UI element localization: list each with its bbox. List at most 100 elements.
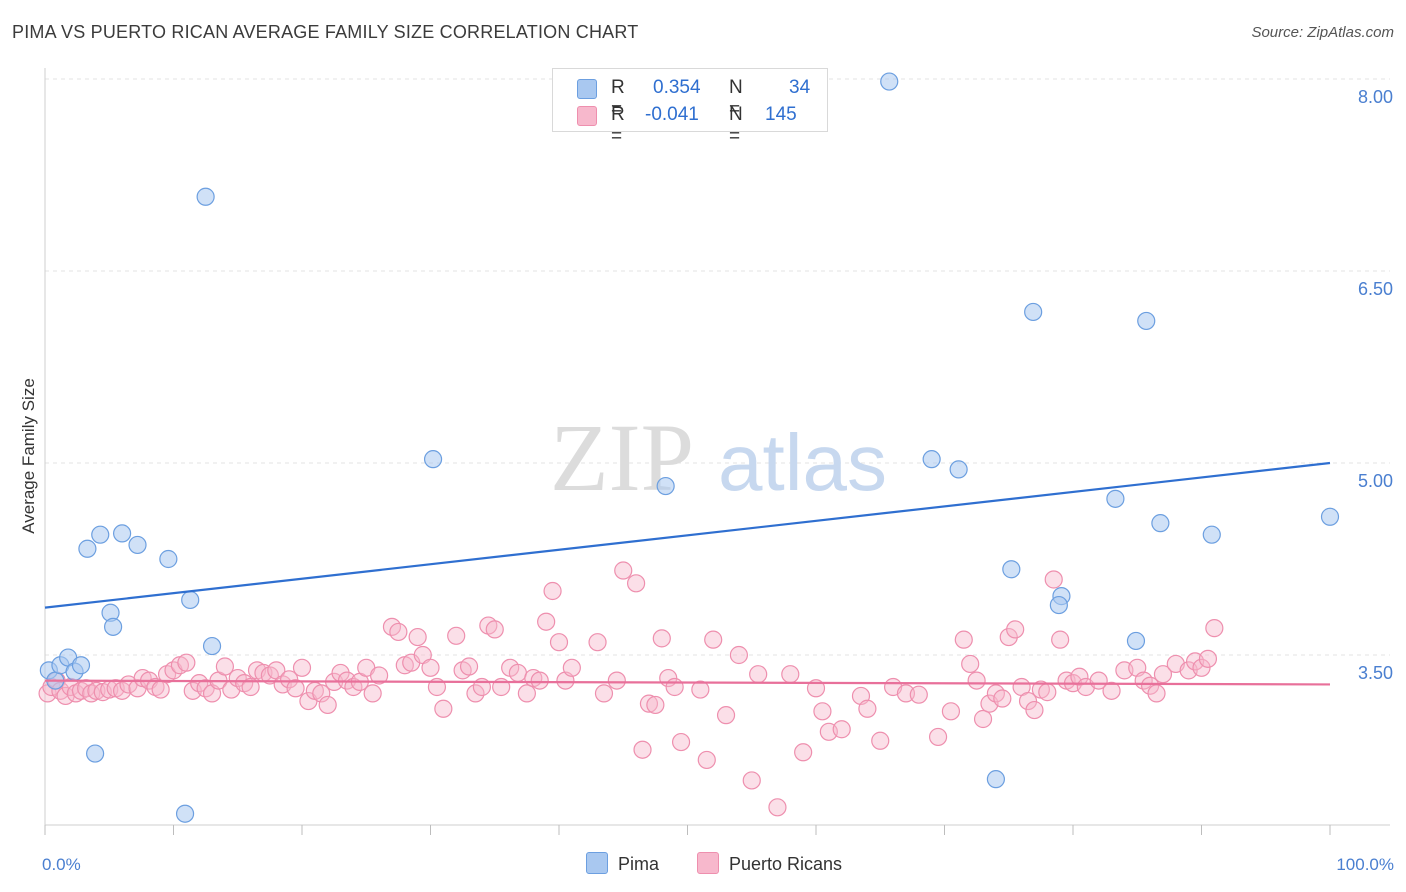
- data-point-puerto-ricans: [671, 732, 691, 752]
- data-point-puerto-ricans: [594, 684, 614, 703]
- trend-lines: [44, 461, 1331, 686]
- data-point-puerto-ricans: [562, 658, 581, 677]
- watermark-zip: ZIP: [550, 404, 694, 511]
- data-point-puerto-ricans: [832, 720, 851, 739]
- data-point-puerto-ricans: [1051, 630, 1070, 649]
- data-point-puerto-ricans: [517, 684, 536, 703]
- y-tick-label: 3.50: [1358, 663, 1393, 683]
- data-point-pima: [159, 549, 178, 569]
- data-point-pima: [1126, 631, 1146, 651]
- legend: R = 0.354 N = 34 R = -0.041 N = 145: [552, 68, 828, 147]
- data-point-puerto-ricans: [1205, 619, 1224, 638]
- data-point-puerto-ricans: [434, 699, 453, 718]
- data-point-puerto-ricans: [639, 694, 659, 713]
- data-point-puerto-ricans: [954, 630, 973, 649]
- legend-r-value: -0.041: [645, 104, 699, 125]
- data-point-pima: [181, 590, 200, 610]
- data-point-puerto-ricans: [151, 680, 170, 699]
- trend-line-pima: [44, 461, 1331, 609]
- data-point-pima: [104, 617, 123, 636]
- bottom-legend-swatch-pr: [697, 852, 719, 874]
- legend-r-label: R =: [611, 77, 625, 120]
- y-axis-label: Average Family Size: [19, 378, 38, 534]
- data-point-puerto-ricans: [806, 679, 826, 698]
- data-point-puerto-ricans: [813, 702, 832, 721]
- data-point-puerto-ricans: [626, 574, 646, 593]
- bottom-legend-label-pima: Pima: [618, 854, 660, 874]
- data-point-pima: [1137, 311, 1156, 331]
- y-tick-label: 6.50: [1358, 279, 1393, 299]
- data-point-puerto-ricans: [1025, 700, 1044, 720]
- data-point-puerto-ricans: [312, 684, 331, 703]
- data-point-pima: [1320, 507, 1340, 526]
- data-point-puerto-ricans: [1006, 620, 1025, 639]
- data-point-puerto-ricans: [614, 561, 633, 580]
- legend-n-label: N =: [729, 77, 743, 120]
- x-tick-label: 0.0%: [42, 855, 81, 874]
- bottom-legend-pr: Puerto Ricans: [697, 852, 842, 875]
- data-point-puerto-ricans: [749, 665, 768, 684]
- data-point-puerto-ricans: [408, 627, 427, 647]
- data-point-puerto-ricans: [421, 658, 440, 677]
- data-point-puerto-ricans: [459, 657, 479, 676]
- data-point-puerto-ricans: [508, 663, 527, 683]
- data-point-puerto-ricans: [1147, 684, 1166, 703]
- data-point-puerto-ricans: [1070, 667, 1089, 686]
- y-tick-labels: 8.00 6.50 5.00 3.50: [1358, 87, 1393, 683]
- data-point-puerto-ricans: [871, 731, 890, 750]
- data-point-puerto-ricans: [607, 671, 626, 690]
- series-puerto-ricans: [38, 561, 1224, 817]
- grid-lines: [45, 78, 1390, 656]
- data-point-puerto-ricans: [280, 670, 299, 689]
- data-point-puerto-ricans: [588, 633, 607, 652]
- data-point-puerto-ricans: [909, 685, 928, 704]
- data-point-pima: [1151, 514, 1170, 533]
- data-point-puerto-ricans: [370, 666, 389, 685]
- y-tick-label: 8.00: [1358, 87, 1393, 107]
- legend-r-value: 0.354: [653, 77, 701, 98]
- data-point-pima: [986, 770, 1006, 789]
- data-point-puerto-ricans: [691, 680, 710, 699]
- data-point-pima: [112, 524, 132, 543]
- legend-swatch-pr: [577, 106, 597, 126]
- data-point-puerto-ricans: [716, 706, 736, 725]
- x-tick-labels: 0.0% 100.0%: [42, 855, 1394, 874]
- data-point-puerto-ricans: [1044, 570, 1063, 589]
- series-pima: [39, 72, 1340, 823]
- data-point-puerto-ricans: [742, 771, 761, 790]
- data-point-pima: [1106, 489, 1125, 508]
- data-point-pima: [656, 476, 675, 496]
- legend-n-value: 145: [765, 104, 797, 125]
- data-point-puerto-ricans: [1018, 691, 1038, 711]
- data-point-puerto-ricans: [697, 750, 716, 770]
- data-point-puerto-ricans: [967, 671, 986, 690]
- data-point-puerto-ricans: [549, 633, 569, 652]
- data-point-puerto-ricans: [928, 727, 948, 747]
- trend-line-puerto-ricans: [44, 679, 1331, 686]
- data-point-puerto-ricans: [1192, 658, 1211, 677]
- data-point-pima: [71, 656, 91, 675]
- bottom-legend-pima: Pima: [586, 852, 659, 875]
- data-point-pima: [1049, 595, 1068, 615]
- data-point-puerto-ricans: [318, 695, 337, 715]
- chart-source: Source: ZipAtlas.com: [1251, 24, 1394, 41]
- data-point-puerto-ricans: [973, 709, 993, 729]
- bottom-legend-swatch-pima: [586, 852, 608, 874]
- x-tick-label: 100.0%: [1336, 855, 1394, 874]
- data-point-puerto-ricans: [633, 740, 652, 759]
- data-point-puerto-ricans: [665, 677, 684, 697]
- data-point-puerto-ricans: [530, 671, 549, 690]
- data-point-puerto-ricans: [286, 679, 305, 698]
- data-point-pima: [202, 636, 222, 656]
- data-point-pima: [1002, 560, 1021, 579]
- data-point-puerto-ricans: [794, 743, 813, 762]
- data-point-pima: [949, 460, 968, 479]
- data-point-pima: [78, 539, 97, 558]
- data-point-puerto-ricans: [485, 620, 504, 639]
- data-point-puerto-ricans: [1153, 665, 1173, 684]
- data-point-puerto-ricans: [389, 622, 408, 642]
- data-point-pima: [922, 450, 941, 469]
- bottom-legend-label-pr: Puerto Ricans: [729, 854, 843, 874]
- data-point-puerto-ricans: [543, 581, 562, 601]
- data-point-pima: [880, 72, 899, 91]
